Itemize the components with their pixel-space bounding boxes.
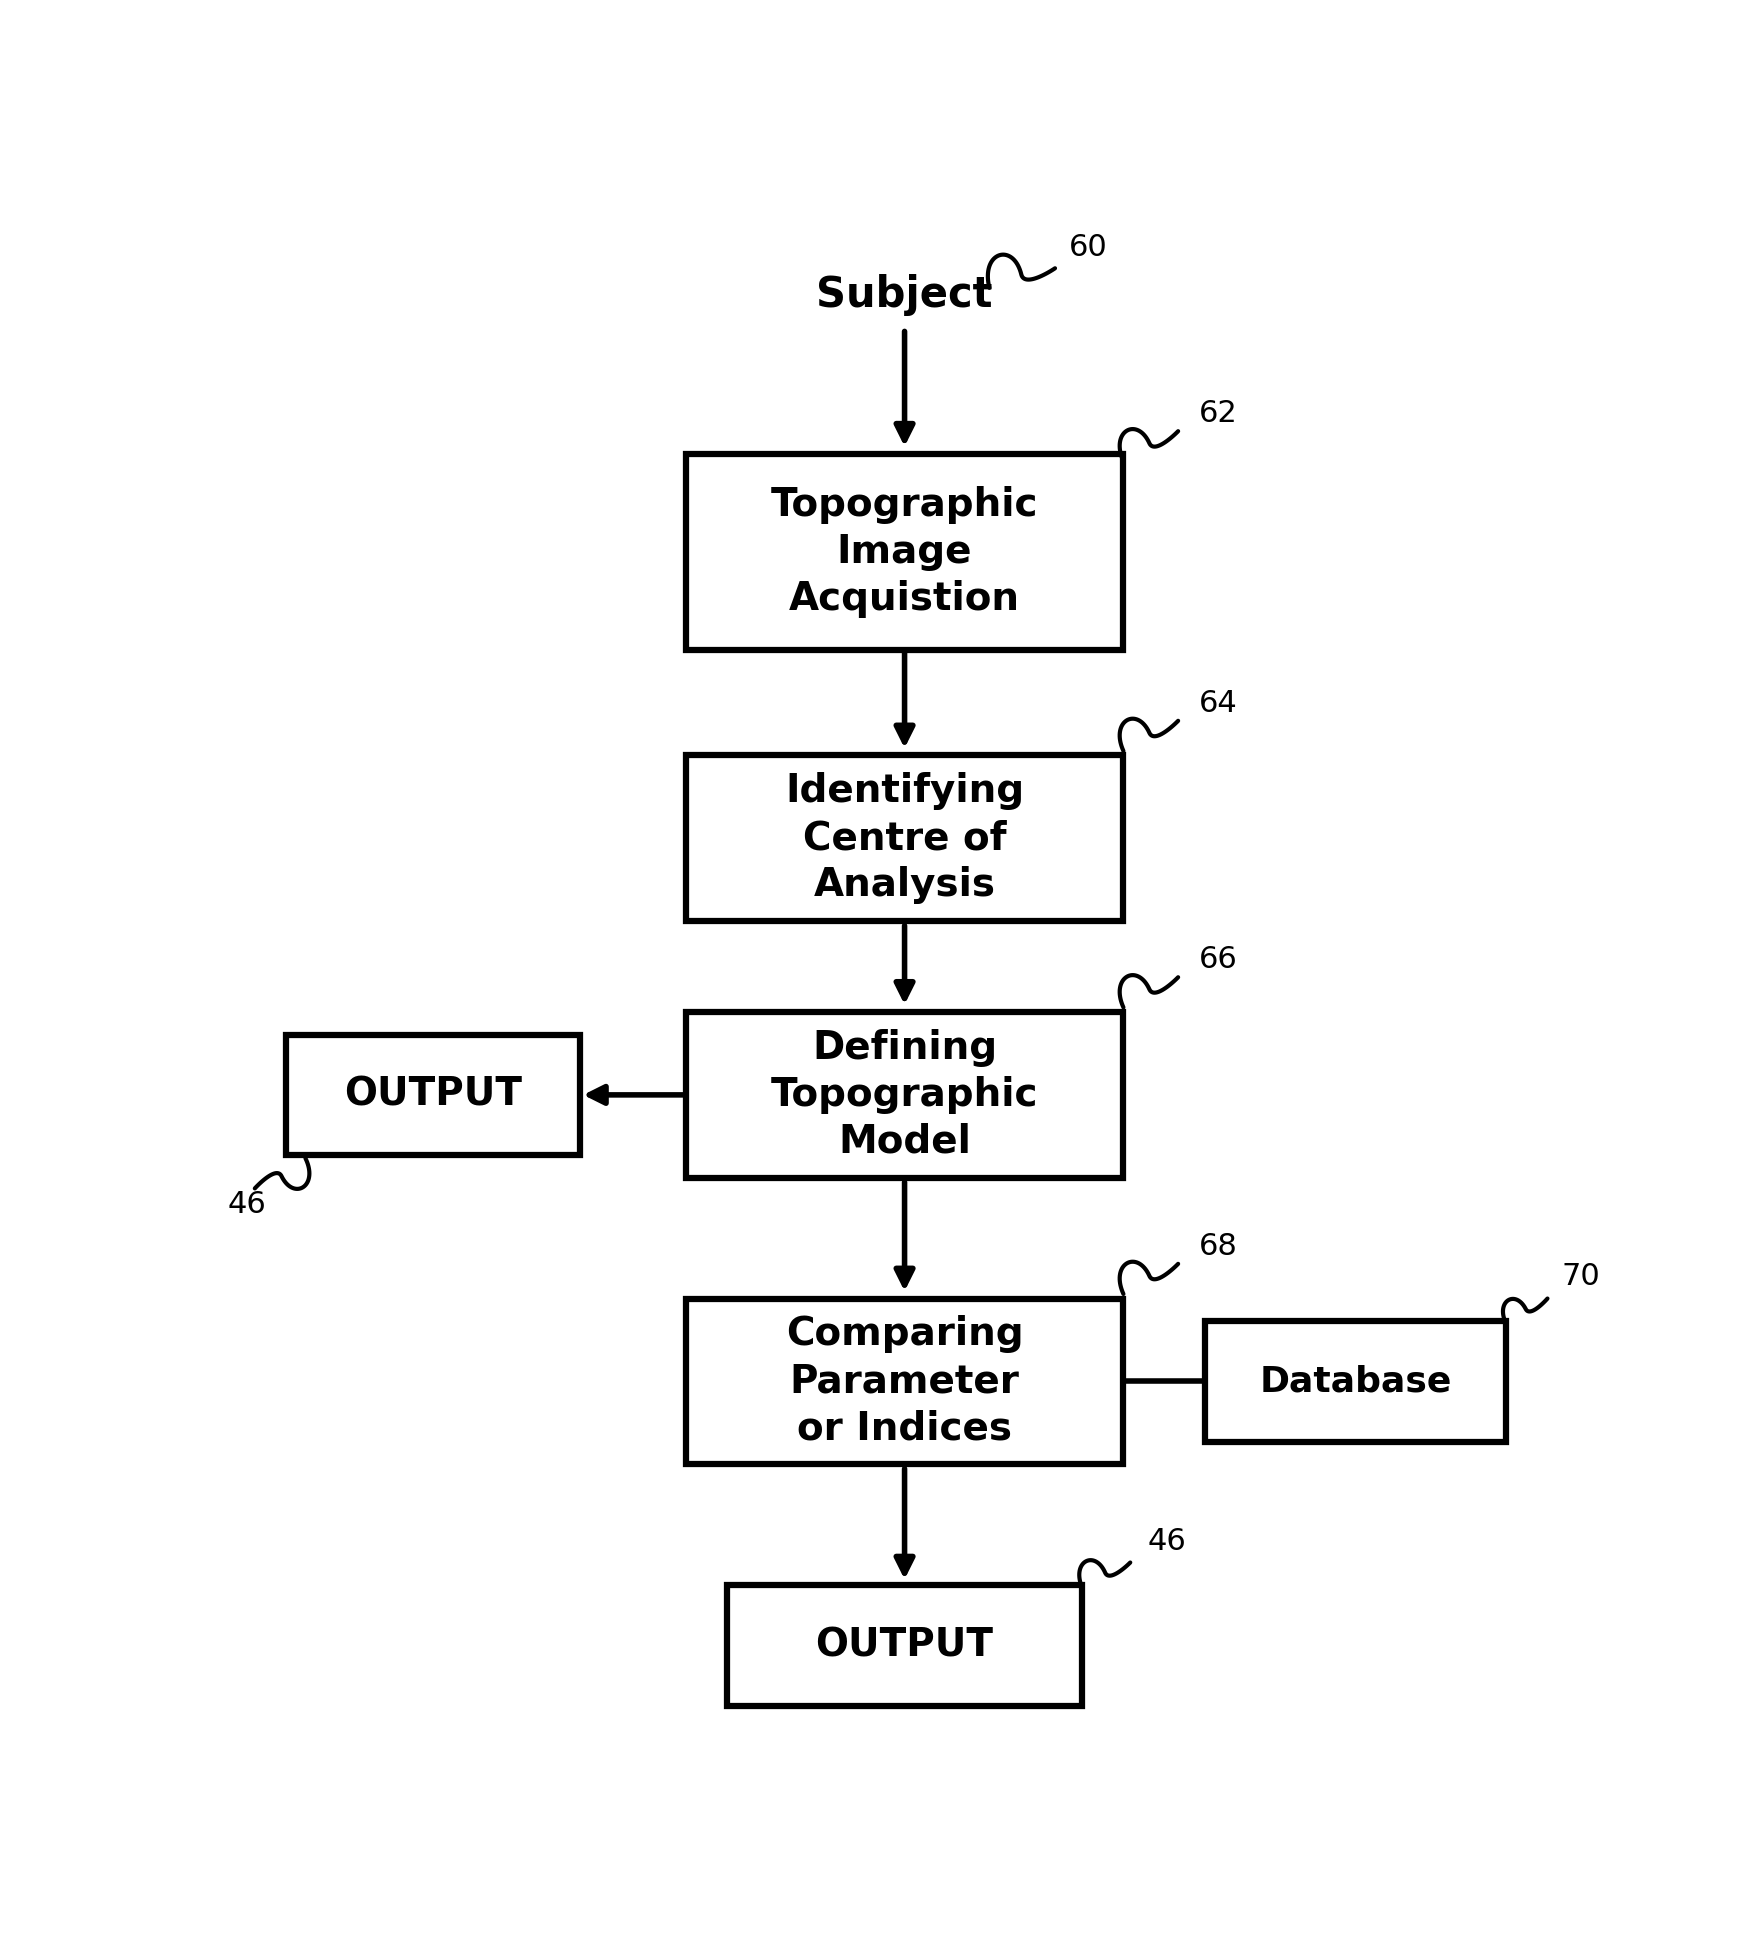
FancyBboxPatch shape xyxy=(684,454,1122,650)
FancyBboxPatch shape xyxy=(684,1299,1122,1465)
Text: Identifying
Centre of
Analysis: Identifying Centre of Analysis xyxy=(785,772,1023,905)
Text: Topographic
Image
Acquistion: Topographic Image Acquistion xyxy=(771,486,1037,617)
Text: Comparing
Parameter
or Indices: Comparing Parameter or Indices xyxy=(785,1316,1023,1448)
Text: 64: 64 xyxy=(1198,690,1237,717)
Text: Subject: Subject xyxy=(815,274,991,317)
FancyBboxPatch shape xyxy=(684,1013,1122,1177)
Text: 62: 62 xyxy=(1198,400,1237,429)
Text: 46: 46 xyxy=(228,1189,266,1218)
Text: 68: 68 xyxy=(1198,1232,1237,1262)
Text: 66: 66 xyxy=(1198,944,1237,974)
Text: Database: Database xyxy=(1259,1365,1452,1399)
Text: OUTPUT: OUTPUT xyxy=(815,1626,993,1665)
Text: Defining
Topographic
Model: Defining Topographic Model xyxy=(771,1028,1037,1162)
FancyBboxPatch shape xyxy=(727,1585,1081,1706)
FancyBboxPatch shape xyxy=(1205,1320,1506,1442)
Text: 70: 70 xyxy=(1559,1262,1598,1291)
Text: 46: 46 xyxy=(1147,1528,1185,1557)
FancyBboxPatch shape xyxy=(286,1034,579,1156)
Text: 60: 60 xyxy=(1067,233,1106,263)
Text: OUTPUT: OUTPUT xyxy=(344,1075,522,1115)
FancyBboxPatch shape xyxy=(684,756,1122,921)
